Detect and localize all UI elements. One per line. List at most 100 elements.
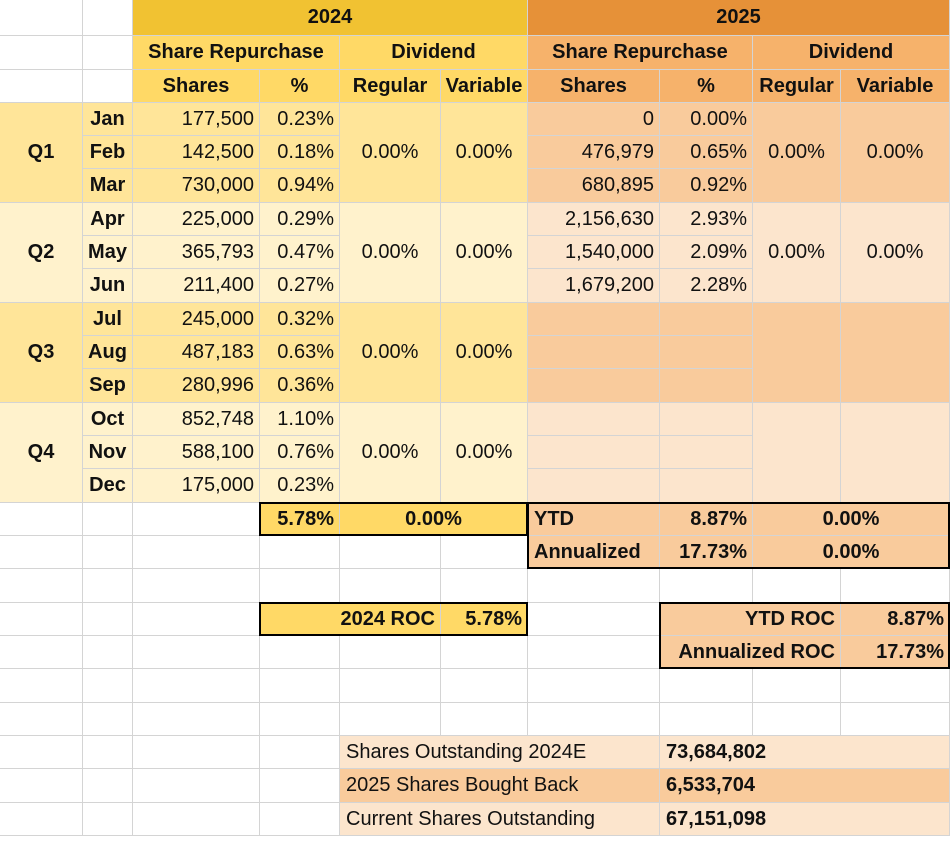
- month-label-oct[interactable]: Oct: [83, 403, 133, 436]
- dividend-regular-2025-q1[interactable]: 0.00%: [753, 103, 841, 203]
- month-label-aug[interactable]: Aug: [83, 336, 133, 369]
- roc-2024-label[interactable]: 2024 ROC: [260, 603, 441, 636]
- month-label-dec[interactable]: Dec: [83, 469, 133, 503]
- quarter-label-3[interactable]: Q3: [0, 303, 83, 403]
- dividend-regular-2024-q2[interactable]: 0.00%: [340, 203, 441, 303]
- summary-label-2[interactable]: 2025 Shares Bought Back: [340, 769, 660, 803]
- month-label-sep[interactable]: Sep: [83, 369, 133, 403]
- shares-2025-jul[interactable]: [528, 303, 660, 336]
- blank-cell[interactable]: [660, 569, 753, 603]
- shares-2025-oct[interactable]: [528, 403, 660, 436]
- shares-2025-nov[interactable]: [528, 436, 660, 469]
- shares-2024-dec[interactable]: 175,000: [133, 469, 260, 503]
- blank-cell[interactable]: [528, 636, 660, 669]
- blank-cell[interactable]: [841, 569, 950, 603]
- shares-2025-may[interactable]: 1,540,000: [528, 236, 660, 269]
- dividend-variable-2025-q1[interactable]: 0.00%: [841, 103, 950, 203]
- ytd-pct[interactable]: 8.87%: [660, 503, 753, 536]
- pct-2024-dec[interactable]: 0.23%: [260, 469, 340, 503]
- blank-cell[interactable]: [83, 70, 133, 103]
- annualized-dividend[interactable]: 0.00%: [753, 536, 950, 569]
- blank-cell[interactable]: [133, 603, 260, 636]
- blank-cell[interactable]: [841, 703, 950, 736]
- header-shares-2025[interactable]: Shares: [528, 70, 660, 103]
- blank-cell[interactable]: [528, 669, 660, 703]
- blank-cell[interactable]: [0, 803, 83, 836]
- shares-2025-jan[interactable]: 0: [528, 103, 660, 136]
- dividend-variable-2024-q3[interactable]: 0.00%: [441, 303, 528, 403]
- dividend-regular-2024-q1[interactable]: 0.00%: [340, 103, 441, 203]
- blank-cell[interactable]: [0, 769, 83, 803]
- blank-cell[interactable]: [133, 669, 260, 703]
- header-share-repurchase-2024[interactable]: Share Repurchase: [133, 36, 340, 70]
- blank-cell[interactable]: [260, 803, 340, 836]
- ytd-dividend[interactable]: 0.00%: [753, 503, 950, 536]
- blank-cell[interactable]: [0, 36, 83, 70]
- header-dividend-2024[interactable]: Dividend: [340, 36, 528, 70]
- blank-cell[interactable]: [83, 636, 133, 669]
- month-label-jul[interactable]: Jul: [83, 303, 133, 336]
- dividend-variable-2024-q4[interactable]: 0.00%: [441, 403, 528, 503]
- pct-2024-jun[interactable]: 0.27%: [260, 269, 340, 303]
- blank-cell[interactable]: [260, 569, 340, 603]
- header-percent-2025[interactable]: %: [660, 70, 753, 103]
- header-regular-2024[interactable]: Regular: [340, 70, 441, 103]
- pct-2024-may[interactable]: 0.47%: [260, 236, 340, 269]
- pct-2025-jul[interactable]: [660, 303, 753, 336]
- shares-2024-feb[interactable]: 142,500: [133, 136, 260, 169]
- blank-cell[interactable]: [441, 569, 528, 603]
- blank-cell[interactable]: [753, 703, 841, 736]
- shares-2025-dec[interactable]: [528, 469, 660, 503]
- blank-cell[interactable]: [83, 736, 133, 769]
- summary-value-1[interactable]: 73,684,802: [660, 736, 950, 769]
- month-label-nov[interactable]: Nov: [83, 436, 133, 469]
- header-percent-2024[interactable]: %: [260, 70, 340, 103]
- header-variable-2025[interactable]: Variable: [841, 70, 950, 103]
- shares-2025-feb[interactable]: 476,979: [528, 136, 660, 169]
- shares-2024-mar[interactable]: 730,000: [133, 169, 260, 203]
- blank-cell[interactable]: [340, 536, 441, 569]
- blank-cell[interactable]: [260, 536, 340, 569]
- pct-2024-nov[interactable]: 0.76%: [260, 436, 340, 469]
- blank-cell[interactable]: [753, 669, 841, 703]
- blank-cell[interactable]: [260, 769, 340, 803]
- blank-cell[interactable]: [441, 636, 528, 669]
- blank-cell[interactable]: [0, 503, 83, 536]
- blank-cell[interactable]: [83, 569, 133, 603]
- blank-cell[interactable]: [133, 769, 260, 803]
- month-label-mar[interactable]: Mar: [83, 169, 133, 203]
- blank-cell[interactable]: [753, 569, 841, 603]
- pct-2025-sep[interactable]: [660, 369, 753, 403]
- dividend-regular-2024-q4[interactable]: 0.00%: [340, 403, 441, 503]
- blank-cell[interactable]: [0, 0, 83, 36]
- header-year-2025[interactable]: 2025: [528, 0, 950, 36]
- dividend-variable-2025-q2[interactable]: 0.00%: [841, 203, 950, 303]
- blank-cell[interactable]: [83, 36, 133, 70]
- blank-cell[interactable]: [528, 603, 660, 636]
- blank-cell[interactable]: [133, 569, 260, 603]
- ytd-label[interactable]: YTD: [528, 503, 660, 536]
- pct-2025-may[interactable]: 2.09%: [660, 236, 753, 269]
- dividend-regular-2024-q3[interactable]: 0.00%: [340, 303, 441, 403]
- blank-cell[interactable]: [0, 603, 83, 636]
- total-2024-pct[interactable]: 5.78%: [260, 503, 340, 536]
- pct-2025-jun[interactable]: 2.28%: [660, 269, 753, 303]
- shares-2025-jun[interactable]: 1,679,200: [528, 269, 660, 303]
- summary-value-2[interactable]: 6,533,704: [660, 769, 950, 803]
- dividend-regular-2025-q4[interactable]: [753, 403, 841, 503]
- blank-cell[interactable]: [340, 703, 441, 736]
- pct-2024-oct[interactable]: 1.10%: [260, 403, 340, 436]
- blank-cell[interactable]: [0, 669, 83, 703]
- blank-cell[interactable]: [340, 636, 441, 669]
- blank-cell[interactable]: [133, 736, 260, 769]
- dividend-variable-2025-q4[interactable]: [841, 403, 950, 503]
- blank-cell[interactable]: [528, 703, 660, 736]
- blank-cell[interactable]: [441, 669, 528, 703]
- blank-cell[interactable]: [83, 536, 133, 569]
- annualized-pct[interactable]: 17.73%: [660, 536, 753, 569]
- shares-2024-apr[interactable]: 225,000: [133, 203, 260, 236]
- blank-cell[interactable]: [83, 669, 133, 703]
- pct-2024-jan[interactable]: 0.23%: [260, 103, 340, 136]
- blank-cell[interactable]: [83, 803, 133, 836]
- blank-cell[interactable]: [83, 703, 133, 736]
